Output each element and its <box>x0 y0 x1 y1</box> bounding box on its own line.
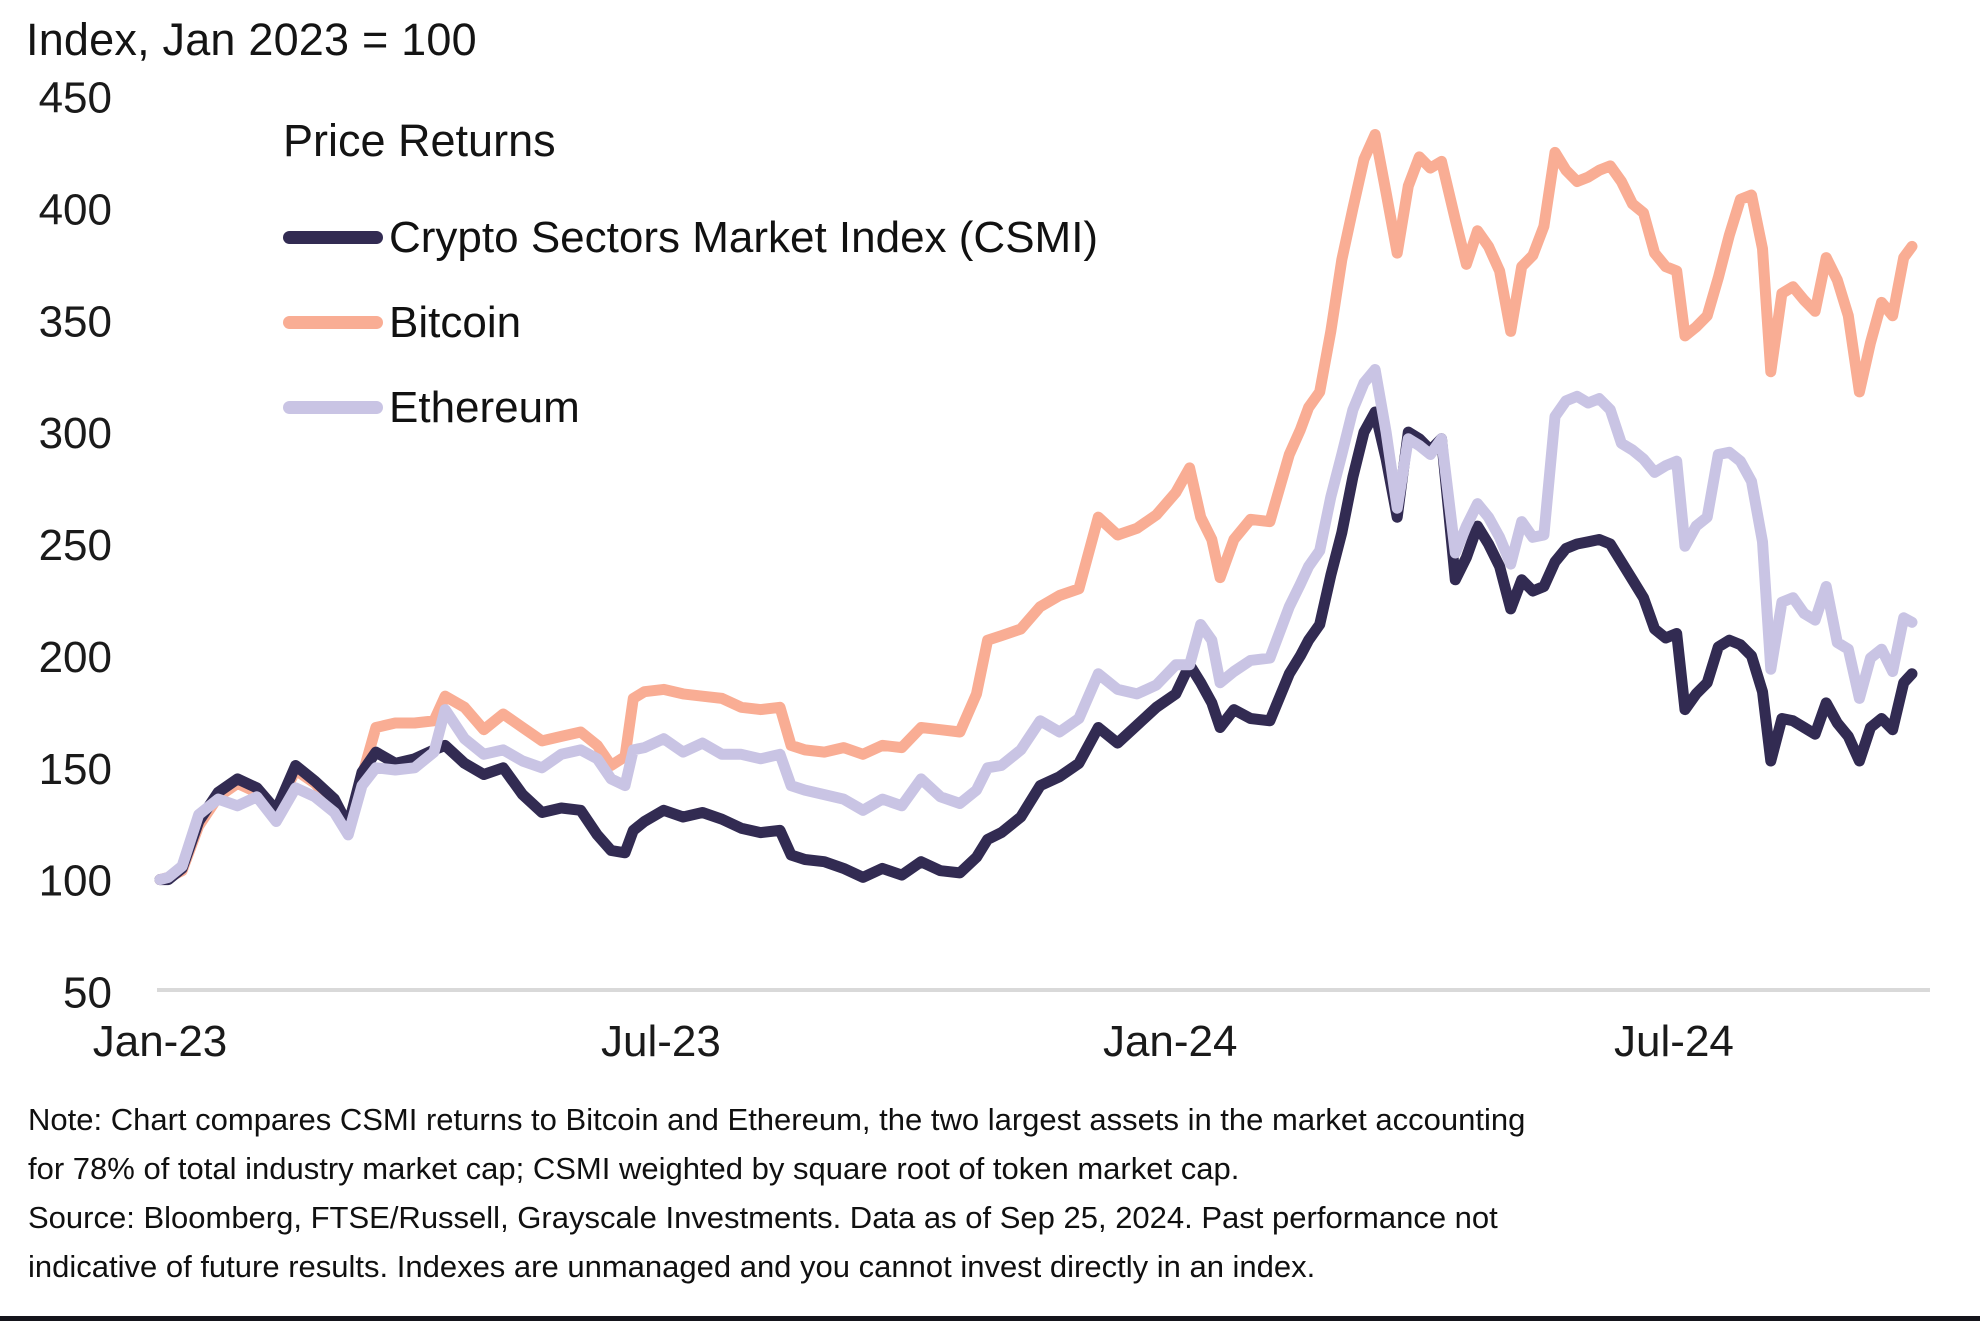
bitcoin-line-swatch <box>283 316 383 329</box>
ethereum-line-swatch <box>283 401 383 414</box>
y-tick-label: 400 <box>39 185 112 234</box>
csmi-line-swatch <box>283 231 383 244</box>
x-tick-label: Jan-23 <box>93 1017 228 1066</box>
y-tick-label: 150 <box>39 745 112 794</box>
series-line-crypto-sectors-market-index-csmi <box>154 406 1918 886</box>
footnote-note-text: Note: Chart compares CSMI returns to Bit… <box>28 1102 1526 1186</box>
chart-legend: Price Returns Crypto Sectors Market Inde… <box>283 115 1098 450</box>
legend-label-csmi: Crypto Sectors Market Index (CSMI) <box>389 212 1099 262</box>
y-tick-label: 300 <box>39 409 112 458</box>
legend-item-csmi: Crypto Sectors Market Index (CSMI) <box>283 195 1098 280</box>
y-tick-label: 250 <box>39 521 112 570</box>
series-line-ethereum <box>154 364 1918 886</box>
legend-label-bitcoin: Bitcoin <box>389 297 522 347</box>
footer-divider <box>0 1316 1980 1321</box>
y-tick-label: 350 <box>39 297 112 346</box>
chart-title: Index, Jan 2023 = 100 <box>26 14 477 65</box>
y-tick-label: 100 <box>39 857 112 906</box>
x-tick-label: Jul-24 <box>1614 1017 1734 1066</box>
x-tick-label: Jul-23 <box>601 1017 721 1066</box>
legend-title: Price Returns <box>283 115 556 166</box>
x-tick-label: Jan-24 <box>1103 1017 1238 1066</box>
y-tick-label: 450 <box>39 74 112 123</box>
footnote: Note: Chart compares CSMI returns to Bit… <box>28 1096 1548 1292</box>
legend-item-bitcoin: Bitcoin <box>283 280 1098 365</box>
legend-item-ethereum: Ethereum <box>283 365 1098 450</box>
y-tick-label: 50 <box>63 969 112 1018</box>
y-tick-label: 200 <box>39 633 112 682</box>
series-line-bitcoin <box>154 129 1918 886</box>
legend-label-ethereum: Ethereum <box>389 382 580 432</box>
footnote-source-text: Source: Bloomberg, FTSE/Russell, Graysca… <box>28 1199 1498 1284</box>
